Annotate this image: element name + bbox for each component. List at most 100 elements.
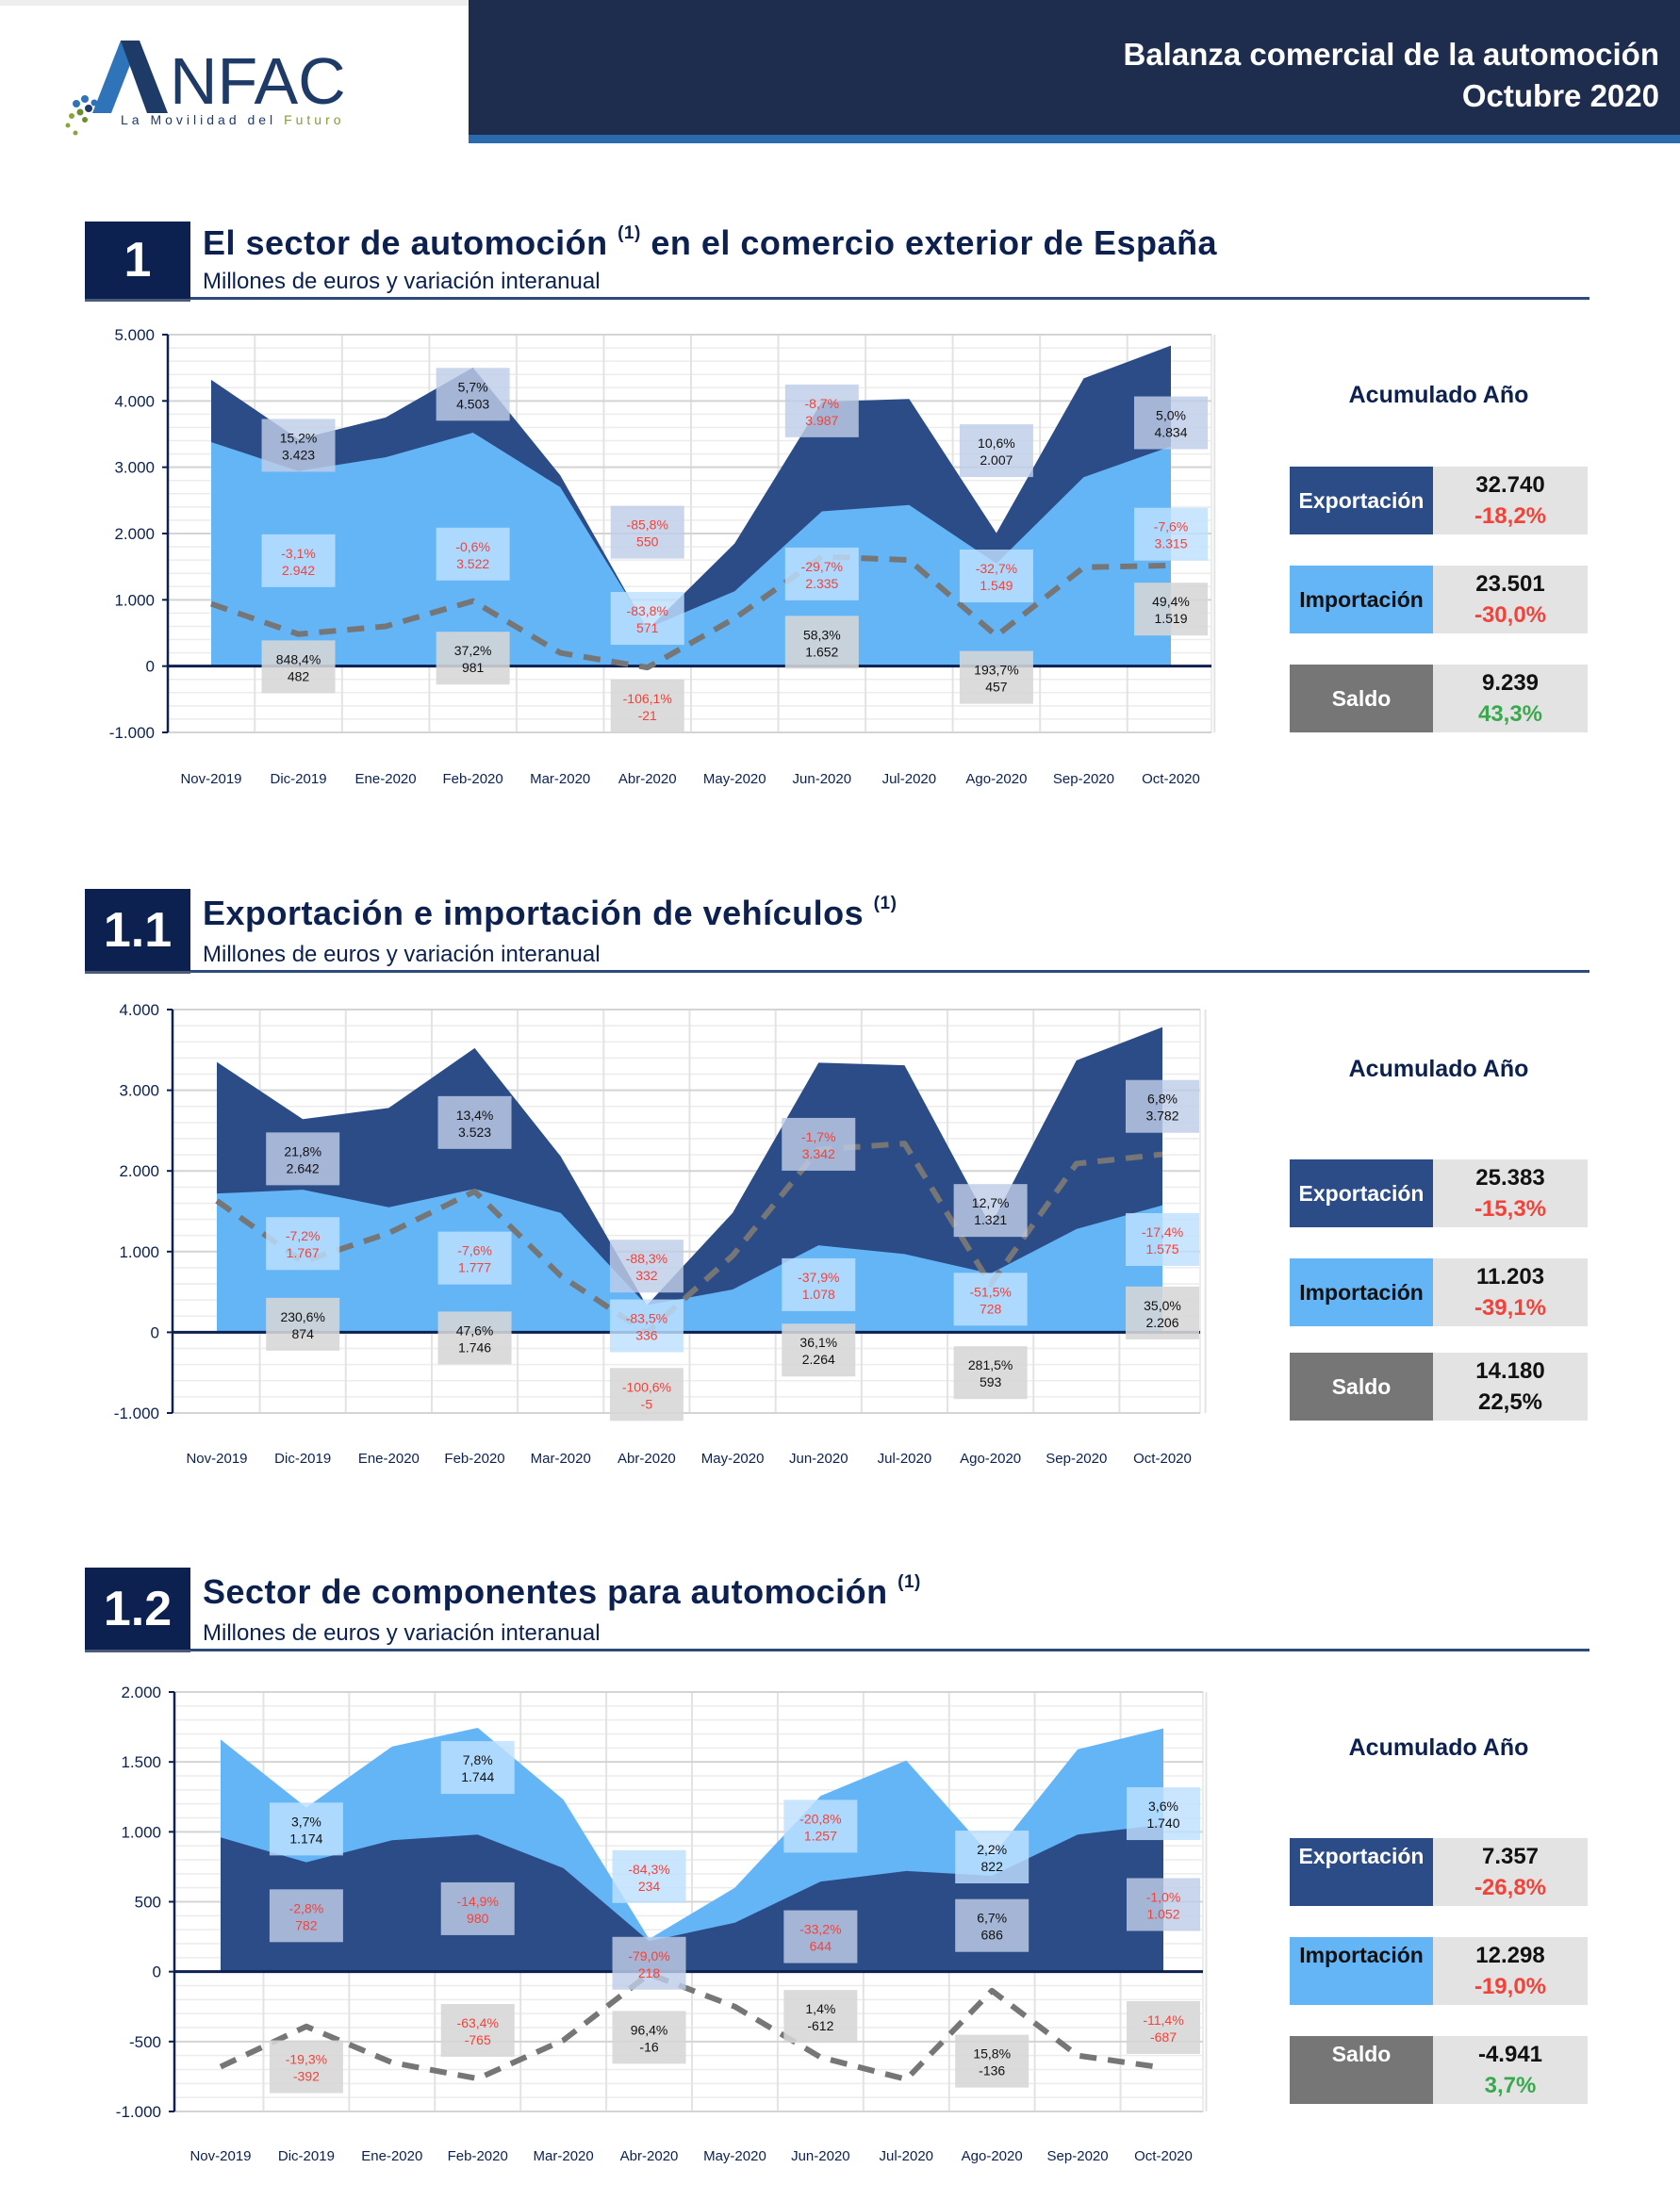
anfac-logo: NFAC La Movilidad del Futuro bbox=[47, 24, 405, 137]
data-label-pct: 7,8% bbox=[463, 1752, 493, 1767]
accumulated-label: Importación bbox=[1290, 1937, 1433, 2005]
data-label-box bbox=[266, 1217, 340, 1271]
accumulated-label: Exportación bbox=[1290, 1838, 1433, 1906]
accumulated-values: 25.383 -15,3% bbox=[1433, 1159, 1588, 1227]
data-label-value: -392 bbox=[293, 2069, 320, 2084]
x-tick-label: Mar-2020 bbox=[531, 1451, 591, 1467]
accumulated-values: -4.941 3,7% bbox=[1433, 2036, 1588, 2104]
accumulated-panel: Acumulado Año Exportación 7.357 -26,8% Impor… bbox=[1290, 1734, 1588, 2104]
x-tick-label: Ene-2020 bbox=[361, 2148, 422, 2164]
data-label-box bbox=[437, 1231, 512, 1285]
data-label-exportacion: 6,7% 686 bbox=[955, 1898, 1029, 1952]
accumulated-change: -30,0% bbox=[1474, 602, 1547, 628]
x-tick-label: Jul-2020 bbox=[882, 771, 937, 787]
data-label-exportacion: -8,7% 3.987 bbox=[784, 384, 859, 437]
data-label-box bbox=[953, 1346, 1028, 1400]
logo-tagline-text: La Movilidad del bbox=[121, 112, 285, 127]
data-label-importacion: -32,7% 1.549 bbox=[959, 550, 1033, 603]
data-label-value: 1.777 bbox=[458, 1260, 491, 1275]
x-tick-label: Oct-2020 bbox=[1142, 771, 1200, 787]
data-label-value: -136 bbox=[979, 2063, 1005, 2078]
data-label-exportacion: -1,7% 3.342 bbox=[782, 1117, 856, 1171]
data-label-value: 3.523 bbox=[458, 1125, 491, 1140]
data-label-box bbox=[959, 650, 1033, 704]
data-label-value: 782 bbox=[295, 1917, 318, 1932]
data-label-pct: 12,7% bbox=[972, 1195, 1010, 1210]
data-label-box bbox=[610, 679, 684, 732]
data-label-box bbox=[1127, 1878, 1200, 1931]
accumulated-value: 9.239 bbox=[1481, 670, 1540, 696]
accumulated-label: Exportación bbox=[1290, 1159, 1433, 1227]
accumulated-label: Saldo bbox=[1290, 1353, 1433, 1421]
data-label-pct: -37,9% bbox=[798, 1270, 839, 1285]
data-label-pct: -84,3% bbox=[628, 1862, 669, 1877]
x-tick-label: Nov-2019 bbox=[180, 771, 241, 787]
data-label-exportacion: -79,0% 218 bbox=[612, 1936, 686, 1990]
accumulated-value: 7.357 bbox=[1481, 1844, 1540, 1869]
data-label-pct: 36,1% bbox=[799, 1335, 837, 1350]
data-label-pct: -3,1% bbox=[281, 546, 316, 561]
data-label-box bbox=[959, 550, 1033, 603]
data-label-value: 3.522 bbox=[456, 556, 489, 571]
data-label-pct: 21,8% bbox=[284, 1143, 321, 1158]
data-label-box bbox=[1126, 1286, 1199, 1339]
data-label-box bbox=[612, 2011, 686, 2064]
data-label-box bbox=[440, 1741, 515, 1795]
data-label-value: -687 bbox=[1150, 2029, 1177, 2045]
data-label-pct: 58,3% bbox=[803, 627, 841, 642]
data-label-importacion: -3,1% 2.942 bbox=[261, 534, 336, 587]
y-tick-label: 4.000 bbox=[114, 392, 155, 410]
data-label-importacion: -7,6% 3.315 bbox=[1134, 507, 1208, 561]
data-label-importacion: -0,6% 3.522 bbox=[436, 527, 510, 581]
data-label-box bbox=[783, 1799, 858, 1853]
section-number: 1.2 bbox=[85, 1568, 190, 1652]
data-label-value: 332 bbox=[635, 1268, 658, 1283]
data-label-value: 644 bbox=[810, 1939, 832, 1954]
logo-tagline: La Movilidad del Futuro bbox=[121, 112, 345, 127]
accumulated-row-exportacion: Exportación 32.740 -18,2% bbox=[1290, 467, 1588, 534]
data-label-value: 218 bbox=[638, 1965, 661, 1980]
x-tick-label: Jul-2020 bbox=[878, 1451, 932, 1467]
data-label-box bbox=[782, 1117, 856, 1171]
y-tick-label: 1.000 bbox=[121, 1823, 161, 1841]
y-tick-label: 0 bbox=[153, 1963, 161, 1981]
data-label-pct: -14,9% bbox=[457, 1894, 499, 1909]
footnote-marker: (1) bbox=[873, 894, 898, 913]
data-label-value: 3.342 bbox=[802, 1146, 835, 1161]
accumulated-title: Acumulado Año bbox=[1348, 1734, 1529, 1761]
data-label-value: 2.007 bbox=[980, 452, 1013, 468]
data-label-exportacion: -2,8% 782 bbox=[269, 1889, 343, 1943]
data-label-exportacion: 5,7% 4.503 bbox=[436, 368, 510, 421]
data-label-pct: -11,4% bbox=[1143, 2012, 1183, 2028]
data-label-value: 1.519 bbox=[1154, 611, 1187, 626]
data-label-pct: 15,2% bbox=[280, 430, 318, 445]
data-label-value: 3.315 bbox=[1154, 536, 1187, 551]
data-label-value: 1.744 bbox=[461, 1769, 494, 1784]
data-label-value: 1.078 bbox=[802, 1287, 835, 1302]
data-label-value: 822 bbox=[981, 1859, 1004, 1874]
y-tick-label: 2.000 bbox=[114, 525, 155, 543]
data-label-box bbox=[783, 1990, 858, 2044]
x-tick-label: Sep-2020 bbox=[1047, 2148, 1109, 2164]
y-tick-label: -1.000 bbox=[114, 1405, 159, 1422]
data-label-value: 2.942 bbox=[282, 563, 315, 578]
accumulated-values: 9.239 43,3% bbox=[1433, 665, 1588, 732]
data-label-box bbox=[1126, 1212, 1199, 1266]
data-label-value: 234 bbox=[638, 1879, 661, 1894]
data-label-pct: 5,0% bbox=[1156, 408, 1186, 423]
data-label-value: 3.423 bbox=[282, 447, 315, 462]
data-label-saldo: 848,4% 482 bbox=[261, 640, 336, 694]
data-label-saldo: -63,4% -765 bbox=[440, 2003, 515, 2057]
data-label-pct: -0,6% bbox=[455, 539, 490, 554]
data-label-value: 874 bbox=[292, 1326, 315, 1341]
data-label-pct: -8,7% bbox=[805, 396, 840, 411]
data-label-pct: -83,8% bbox=[627, 603, 668, 618]
y-tick-label: 1.500 bbox=[121, 1753, 161, 1771]
data-label-exportacion: -85,8%550 bbox=[610, 505, 684, 559]
data-label-pct: -20,8% bbox=[799, 1811, 841, 1826]
accumulated-change: -18,2% bbox=[1474, 503, 1547, 529]
data-label-value: 1.767 bbox=[287, 1245, 320, 1260]
y-tick-label: 3.000 bbox=[114, 459, 155, 477]
section-rule bbox=[190, 297, 1589, 300]
data-label-saldo: 35,0% 2.206 bbox=[1126, 1286, 1199, 1339]
